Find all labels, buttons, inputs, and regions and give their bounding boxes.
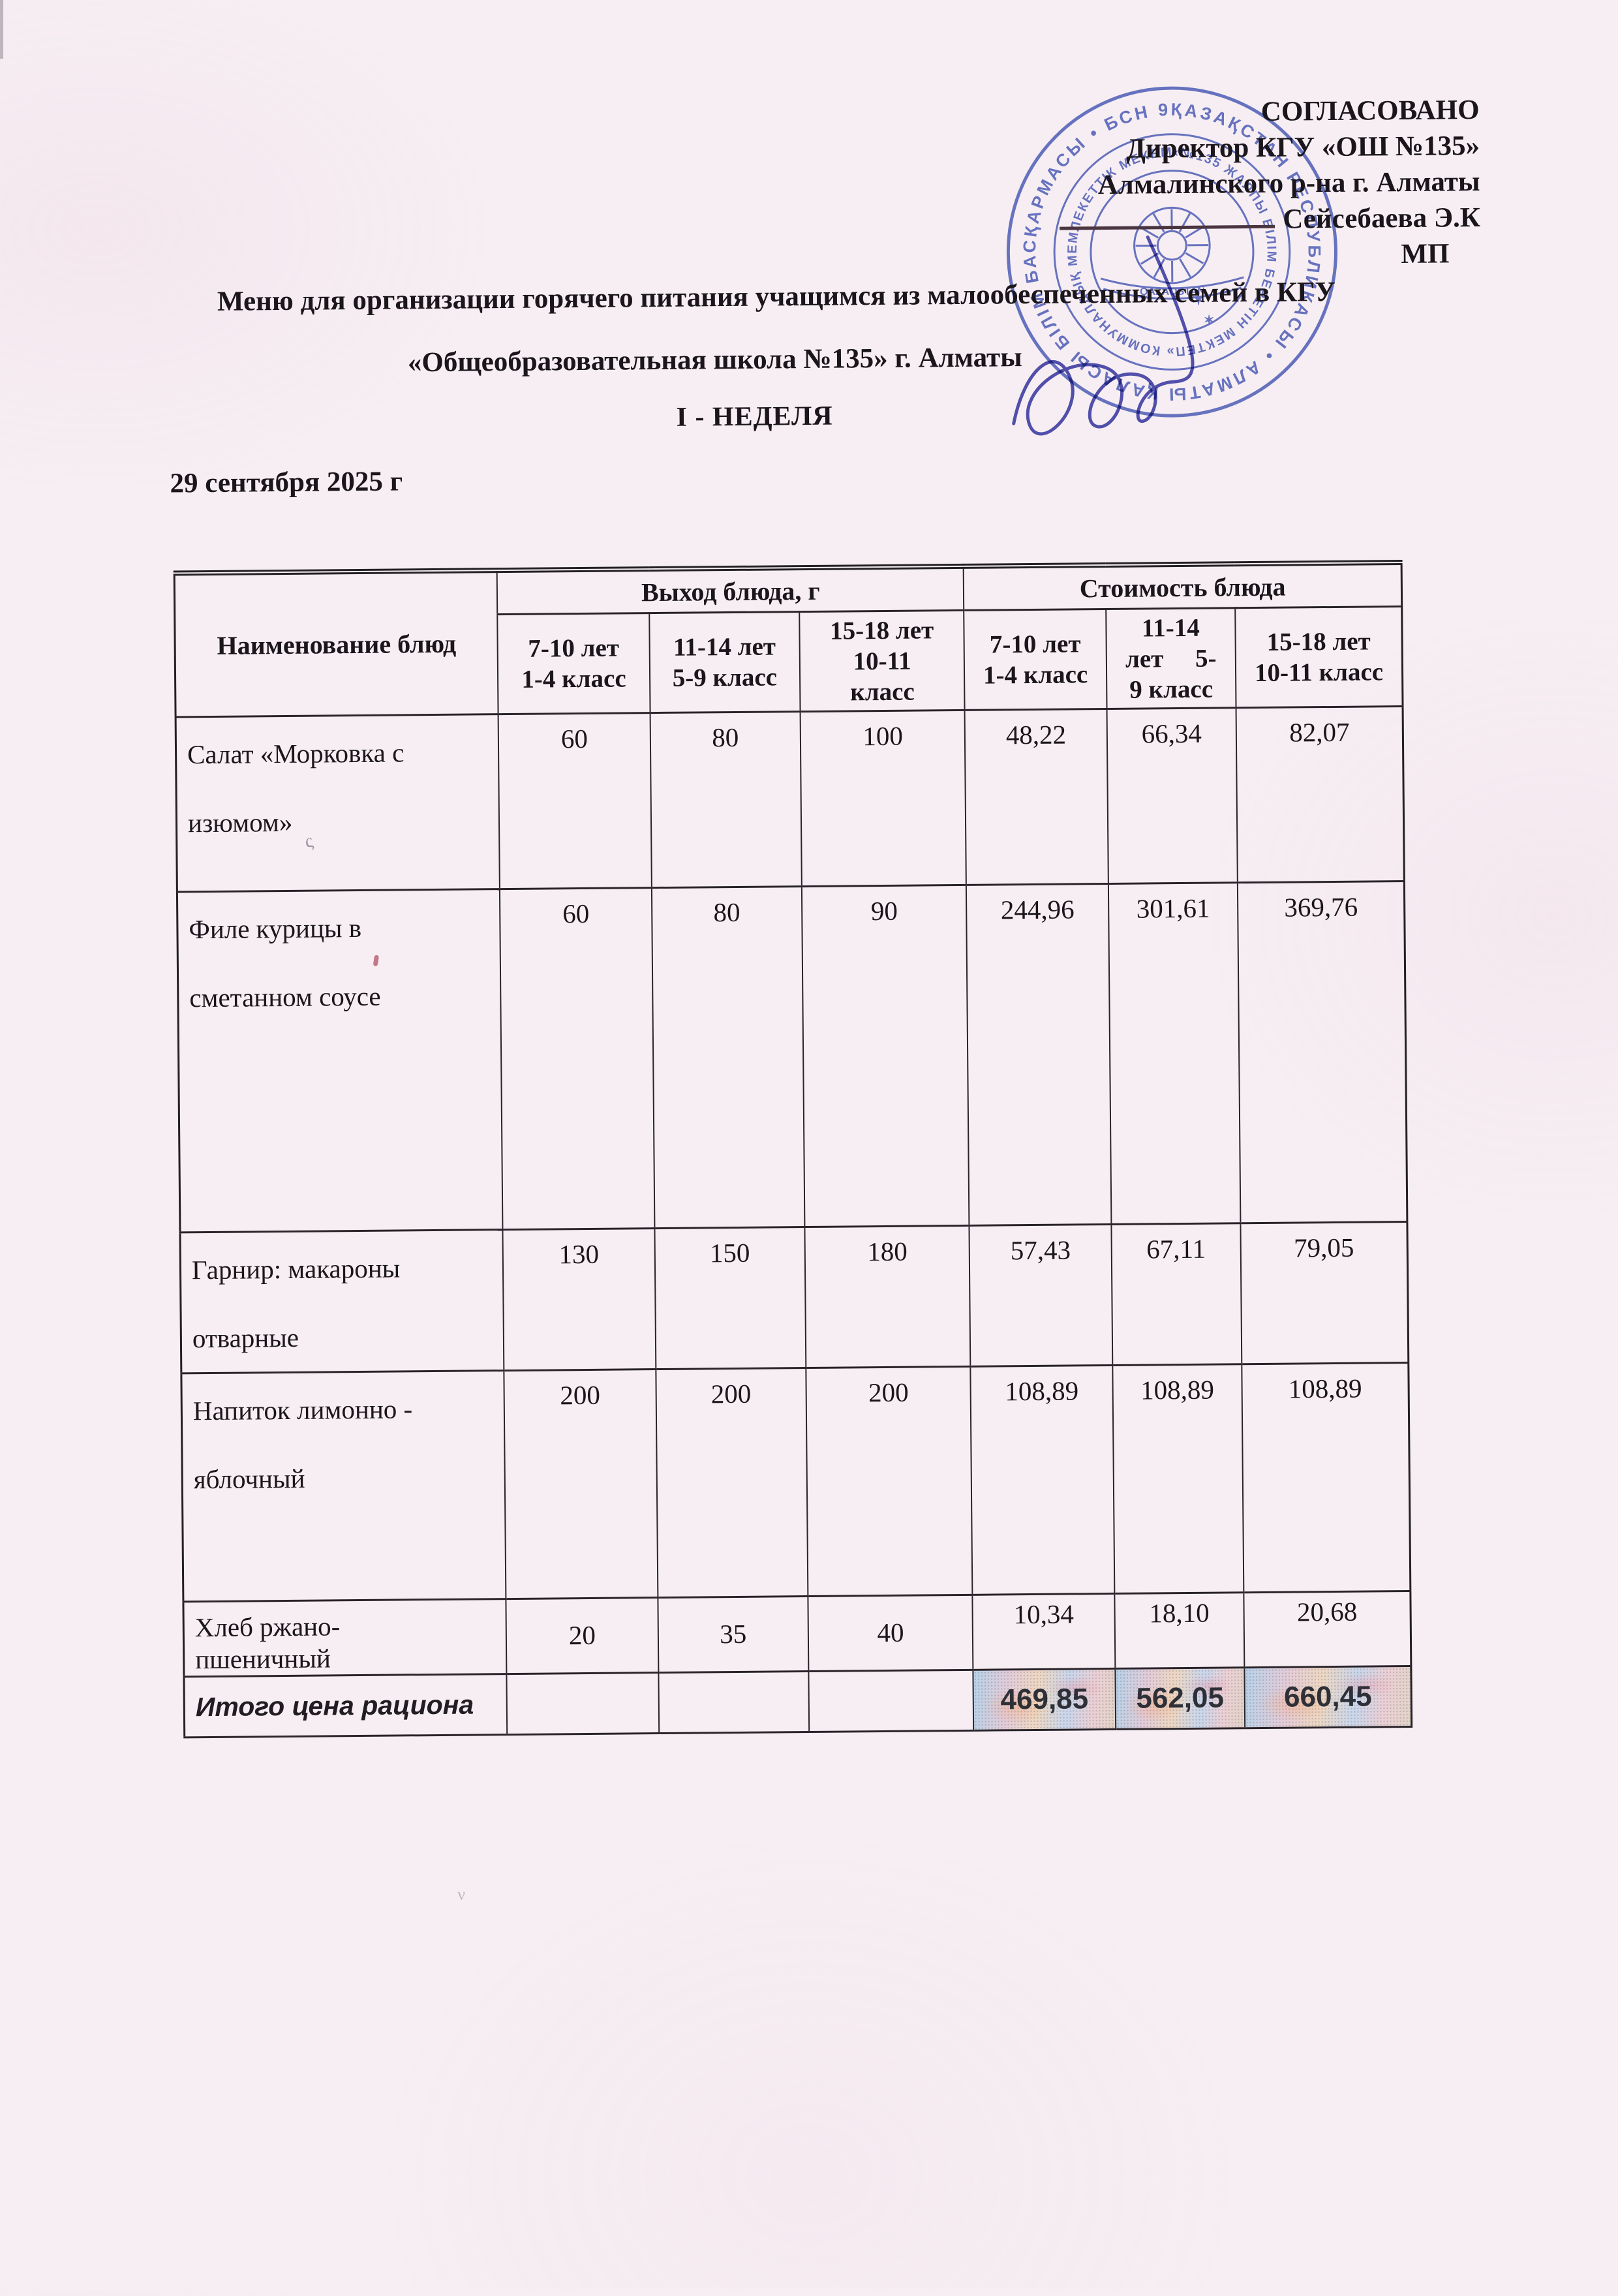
empty-cell [658, 1672, 809, 1734]
dish-name-cell: Напиток лимонно -яблочный [181, 1371, 506, 1602]
col-group-cost: Стоимость блюда [964, 562, 1402, 610]
cost-cell: 82,07 [1236, 707, 1405, 883]
cost-cell: 66,34 [1107, 708, 1238, 884]
total-cost-cell: 562,05 [1115, 1668, 1245, 1730]
approval-block: СОГЛАСОВАНО Директор КГУ «ОШ №135» Алмал… [1059, 92, 1481, 275]
stamp-place-mark: МП [1060, 236, 1480, 275]
scan-speck: ν [457, 1885, 465, 1905]
empty-cell [808, 1670, 973, 1732]
col-header-dish-name: Наименование блюд [174, 570, 498, 717]
output-cell: 200 [504, 1370, 658, 1599]
output-cell: 60 [498, 713, 652, 889]
output-cell: 40 [808, 1595, 973, 1672]
total-row: Итого цена рациона 469,85 562,05 660,45 [184, 1666, 1412, 1737]
cost-cell: 108,89 [1112, 1364, 1244, 1594]
approval-district-line: Алмалинского р-на г. Алматы [1059, 164, 1480, 204]
output-cell: 80 [652, 887, 805, 1229]
total-cost-cell: 660,45 [1244, 1666, 1411, 1728]
output-cell: 200 [656, 1368, 808, 1598]
approval-approved-label: СОГЛАСОВАНО [1059, 92, 1480, 132]
cost-cell: 301,61 [1108, 883, 1241, 1225]
cost-cell: 48,22 [965, 709, 1108, 885]
output-cell: 180 [804, 1225, 970, 1368]
stamp-star-icon: ✶ [1204, 313, 1215, 328]
total-cost-cell: 469,85 [973, 1669, 1116, 1731]
cost-cell: 108,89 [971, 1366, 1114, 1595]
cost-cell: 369,76 [1238, 881, 1407, 1223]
menu-table: Наименование блюд Выход блюда, г Стоимос… [174, 560, 1413, 1739]
week-label: I - НЕДЕЛЯ [275, 397, 1234, 436]
output-cell: 200 [806, 1366, 972, 1596]
approval-director-line: Директор КГУ «ОШ №135» [1059, 128, 1480, 168]
dish-row-drink: Напиток лимонно -яблочный 200 200 200 10… [181, 1363, 1411, 1602]
signer-name: Сейсебаева Э.К [1283, 202, 1480, 235]
output-cell: 130 [503, 1229, 656, 1371]
cost-cell: 108,89 [1242, 1363, 1410, 1593]
approval-signer-line: Сейсебаева Э.К [1060, 200, 1480, 239]
cost-cell: 244,96 [966, 883, 1111, 1225]
output-cell: 80 [650, 712, 802, 888]
output-cell: 60 [500, 888, 654, 1230]
output-cell: 150 [654, 1227, 806, 1370]
dish-row-bread: Хлеб ржано-пшеничный 20 35 40 10,34 18,1… [183, 1591, 1411, 1677]
cost-cell: 18,10 [1114, 1593, 1244, 1669]
output-cell: 20 [506, 1598, 658, 1674]
output-cell: 100 [801, 710, 967, 886]
output-cell: 90 [802, 885, 969, 1227]
cost-cell: 57,43 [969, 1224, 1112, 1366]
scan-edge-artifact [0, 0, 3, 59]
cost-cell: 79,05 [1240, 1222, 1408, 1364]
document-date: 29 сентября 2025 г [170, 465, 403, 499]
empty-cell [507, 1673, 659, 1735]
cost-cell: 67,11 [1111, 1223, 1242, 1366]
signature-line [1060, 204, 1275, 230]
output-cell: 35 [658, 1597, 808, 1673]
total-label-cell: Итого цена рациона [184, 1674, 508, 1737]
dish-name-cell: Хлеб ржано-пшеничный [183, 1599, 507, 1677]
col-group-output: Выход блюда, г [497, 566, 964, 615]
cost-cell: 20,68 [1244, 1591, 1411, 1668]
cost-cell: 10,34 [973, 1594, 1115, 1670]
